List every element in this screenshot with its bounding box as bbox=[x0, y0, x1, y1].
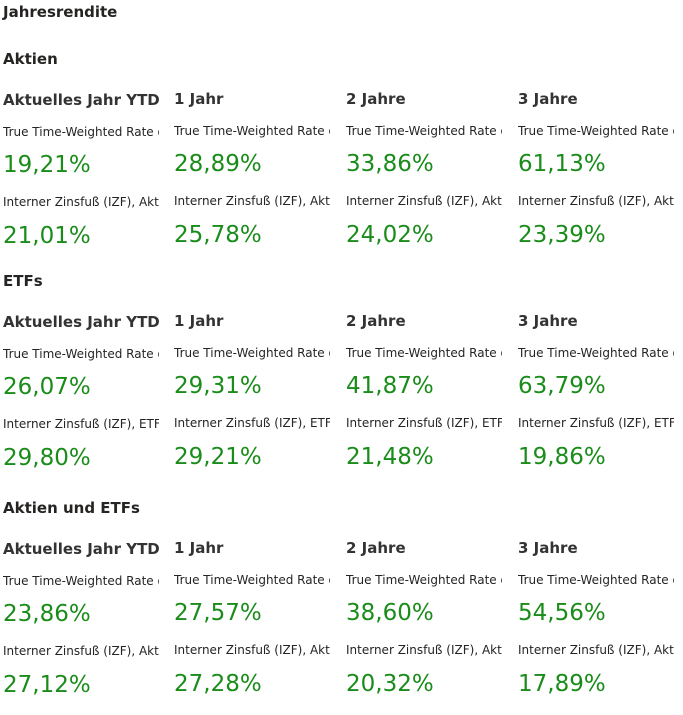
izf-label: Interner Zinsfuß (IZF), Aktien bbox=[346, 643, 502, 657]
ttwr-label: True Time-Weighted Rate of I bbox=[518, 573, 674, 587]
ttwr-value: 27,57% bbox=[174, 600, 262, 626]
izf-value: 29,21% bbox=[174, 444, 262, 470]
ttwr-label: True Time-Weighted Rate of I bbox=[3, 125, 159, 139]
izf-value: 17,89% bbox=[518, 671, 606, 697]
izf-label: Interner Zinsfuß (IZF), ETF bbox=[346, 416, 502, 430]
izf-label: Interner Zinsfuß (IZF), Aktien bbox=[174, 194, 330, 208]
ttwr-value: 29,31% bbox=[174, 373, 262, 399]
section-title: Aktien und ETFs bbox=[3, 499, 140, 517]
izf-value: 21,48% bbox=[346, 444, 434, 470]
izf-value: 20,32% bbox=[346, 671, 434, 697]
ttwr-label: True Time-Weighted Rate of I bbox=[346, 346, 502, 360]
period-header: Aktuelles Jahr YTD bbox=[3, 313, 160, 331]
period-header: Aktuelles Jahr YTD bbox=[3, 91, 160, 109]
izf-value: 24,02% bbox=[346, 222, 434, 248]
izf-label: Interner Zinsfuß (IZF), Aktien bbox=[3, 195, 159, 209]
ttwr-value: 54,56% bbox=[518, 600, 606, 626]
ttwr-label: True Time-Weighted Rate of I bbox=[174, 124, 330, 138]
period-header: 3 Jahre bbox=[518, 90, 578, 108]
period-header: 3 Jahre bbox=[518, 539, 578, 557]
ttwr-value: 38,60% bbox=[346, 600, 434, 626]
ttwr-value: 19,21% bbox=[3, 152, 91, 178]
izf-value: 27,12% bbox=[3, 672, 91, 698]
ttwr-value: 28,89% bbox=[174, 151, 262, 177]
ttwr-value: 23,86% bbox=[3, 601, 91, 627]
section-title: Aktien bbox=[3, 50, 58, 68]
ttwr-value: 63,79% bbox=[518, 373, 606, 399]
ttwr-label: True Time-Weighted Rate of I bbox=[174, 346, 330, 360]
period-header: Aktuelles Jahr YTD bbox=[3, 540, 160, 558]
period-header: 3 Jahre bbox=[518, 312, 578, 330]
izf-value: 25,78% bbox=[174, 222, 262, 248]
period-header: 1 Jahr bbox=[174, 90, 224, 108]
izf-value: 29,80% bbox=[3, 445, 91, 471]
period-header: 2 Jahre bbox=[346, 312, 406, 330]
ttwr-value: 41,87% bbox=[346, 373, 434, 399]
period-header: 2 Jahre bbox=[346, 539, 406, 557]
ttwr-label: True Time-Weighted Rate of I bbox=[346, 124, 502, 138]
izf-label: Interner Zinsfuß (IZF), Aktien bbox=[346, 194, 502, 208]
ttwr-label: True Time-Weighted Rate of I bbox=[518, 346, 674, 360]
izf-value: 27,28% bbox=[174, 671, 262, 697]
ttwr-value: 61,13% bbox=[518, 151, 606, 177]
ttwr-label: True Time-Weighted Rate of I bbox=[3, 347, 159, 361]
ttwr-value: 33,86% bbox=[346, 151, 434, 177]
izf-label: Interner Zinsfuß (IZF), ETF bbox=[518, 416, 674, 430]
izf-value: 23,39% bbox=[518, 222, 606, 248]
izf-label: Interner Zinsfuß (IZF), Aktien bbox=[3, 644, 159, 658]
izf-value: 21,01% bbox=[3, 223, 91, 249]
izf-label: Interner Zinsfuß (IZF), Aktien bbox=[518, 643, 674, 657]
izf-label: Interner Zinsfuß (IZF), Aktien bbox=[518, 194, 674, 208]
izf-label: Interner Zinsfuß (IZF), ETF bbox=[3, 417, 159, 431]
section-title: ETFs bbox=[3, 272, 43, 290]
izf-value: 19,86% bbox=[518, 444, 606, 470]
izf-label: Interner Zinsfuß (IZF), ETF bbox=[174, 416, 330, 430]
izf-label: Interner Zinsfuß (IZF), Aktien bbox=[174, 643, 330, 657]
ttwr-label: True Time-Weighted Rate of I bbox=[174, 573, 330, 587]
period-header: 2 Jahre bbox=[346, 90, 406, 108]
page-title: Jahresrendite bbox=[3, 3, 118, 21]
period-header: 1 Jahr bbox=[174, 312, 224, 330]
ttwr-value: 26,07% bbox=[3, 374, 91, 400]
period-header: 1 Jahr bbox=[174, 539, 224, 557]
ttwr-label: True Time-Weighted Rate of I bbox=[518, 124, 674, 138]
ttwr-label: True Time-Weighted Rate of I bbox=[3, 574, 159, 588]
ttwr-label: True Time-Weighted Rate of I bbox=[346, 573, 502, 587]
